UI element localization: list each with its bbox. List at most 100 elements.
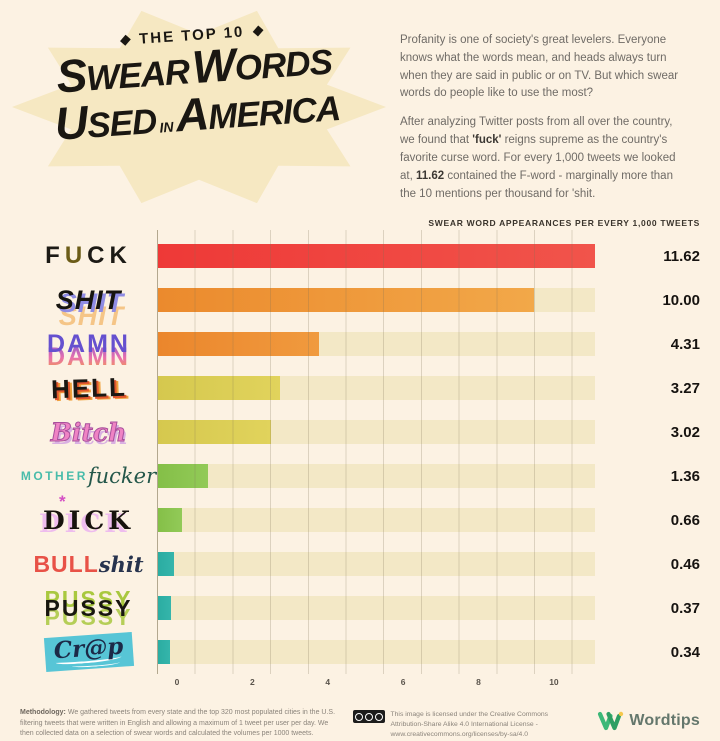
word-label-fuck: FUCK: [45, 242, 132, 270]
bar-fill: [157, 552, 175, 576]
bar-track: [157, 464, 595, 488]
bar-fill: [157, 244, 595, 268]
x-tick-label: 2: [250, 677, 255, 687]
chart-row-bullshit: BULLshit 0.46: [20, 542, 700, 586]
word-label-bitch: Bitch: [50, 417, 127, 447]
sparkle-icon: [120, 34, 132, 46]
bar-track: [157, 332, 595, 356]
bar-value: 3.27: [670, 379, 700, 397]
bar-track: [157, 376, 595, 400]
word-label-shit: SHIT SHIT: [55, 284, 124, 331]
word-label-pussy: PUSSY PUSSY PUSSY: [44, 586, 133, 630]
license-text: This image is licensed under the Creativ…: [390, 711, 549, 739]
bar-value: 0.66: [670, 511, 700, 529]
title-panel: THE TOP 10 SWEAR WORDS USED INAMERICA: [0, 0, 398, 212]
intro-bold-value: 11.62: [415, 169, 445, 182]
bar-track: [157, 420, 595, 444]
chart-row-shit: SHIT SHIT 10.00: [20, 278, 700, 331]
label-text: SHIT: [55, 284, 122, 315]
title-text: W: [190, 38, 237, 94]
word-label-dick: * DICK: [43, 492, 134, 535]
main-title: THE TOP 10 SWEAR WORDS USED INAMERICA: [0, 13, 393, 152]
x-axis: 0 2 4 6 8 10: [174, 674, 615, 692]
label-text: MOTHER: [20, 469, 88, 483]
label-text: U: [64, 242, 88, 269]
word-label-motherfucker: MOTHERfucker: [21, 464, 156, 488]
label-text: DAMN: [47, 329, 130, 358]
bar-value: 11.62: [663, 247, 700, 265]
intro-paragraph-2: After analyzing Twitter posts from all o…: [400, 114, 682, 203]
title-text: IN: [158, 118, 175, 136]
bar-value: 4.31: [670, 335, 700, 353]
intro-paragraph-1: Profanity is one of society's great leve…: [400, 34, 679, 100]
chart-row-damn: DAMN DAMN 4.31: [20, 322, 700, 371]
bar-value: 0.37: [670, 599, 700, 617]
label-text: BULL: [33, 550, 99, 577]
chart-title: SWEAR WORD APPEARANCES PER EVERY 1,000 T…: [428, 218, 700, 228]
creative-commons-badge-icon: [352, 710, 385, 723]
methodology-note: Methodology: We gathered tweets from eve…: [20, 708, 337, 740]
label-text: PUSSY: [44, 594, 133, 621]
chart-row-pussy: PUSSY PUSSY PUSSY 0.37: [20, 586, 701, 630]
x-tick-label: 0: [174, 677, 180, 687]
chart-row-fuck: FUCK 11.62: [20, 234, 700, 278]
sparkle-icon: [252, 25, 264, 37]
x-tick-label: 4: [325, 677, 331, 687]
x-tick-label: 10: [549, 677, 559, 687]
intro-text-run: After analyzing Twitter posts from all o…: [400, 116, 673, 147]
title-text: ORDS: [233, 42, 334, 89]
x-tick-label: 6: [400, 677, 406, 687]
label-text: CK: [87, 242, 132, 269]
methodology-label: Methodology:: [20, 709, 66, 716]
bar-track: [157, 596, 595, 620]
chart-row-motherfucker: MOTHERfucker 1.36: [20, 454, 700, 498]
bar-fill: [157, 376, 281, 400]
chart-row-hell: HELL 3.27: [20, 366, 700, 410]
x-tick-label: 8: [476, 677, 481, 687]
bar-track: [157, 244, 595, 268]
wordtips-logo-text: Wordtips: [629, 711, 700, 729]
bar-value: 0.46: [670, 555, 700, 573]
bar-value: 10.00: [662, 291, 700, 309]
chart-row-dick: * DICK 0.66: [20, 492, 700, 542]
label-text: shit: [98, 551, 144, 577]
wordtips-w-icon: [598, 711, 624, 731]
label-text: DICK: [43, 505, 134, 535]
asterisk-icon: *: [59, 491, 66, 511]
label-text: Cr@p: [52, 632, 124, 665]
bar-track: [157, 552, 595, 576]
license-block: This image is licensed under the Creativ…: [352, 708, 582, 741]
intro-text: Profanity is one of society's great leve…: [398, 0, 700, 212]
bar-value: 3.02: [670, 423, 700, 441]
word-label-damn: DAMN DAMN: [47, 329, 130, 371]
header: THE TOP 10 SWEAR WORDS USED INAMERICA Pro…: [0, 0, 720, 212]
bar-fill: [157, 288, 534, 312]
chart-row-crap: Cr@p 0.34: [20, 630, 700, 674]
bar-value: 0.34: [670, 643, 700, 661]
label-text: F: [45, 242, 65, 269]
word-label-crap: Cr@p: [43, 631, 134, 673]
intro-bold-fuck: 'fuck': [472, 134, 502, 147]
bar-fill: [157, 332, 320, 356]
word-label-bullshit: BULLshit: [33, 551, 143, 578]
bar-fill: [157, 420, 271, 444]
bar-fill: [157, 640, 170, 664]
label-text: fucker: [87, 464, 157, 488]
footer: Methodology: We gathered tweets from eve…: [0, 692, 720, 741]
title-text: SED: [85, 101, 158, 146]
bar-fill: [157, 596, 171, 620]
intro-text-run: contained the F-word - marginally more t…: [400, 169, 673, 200]
bar-chart: SWEAR WORD APPEARANCES PER EVERY 1,000 T…: [0, 212, 720, 692]
title-text: A: [173, 87, 210, 142]
title-text: S: [54, 48, 88, 103]
bar-track: [157, 288, 595, 312]
chart-body: FUCK 11.62 SHIT SHIT 10.00 DAMN DAMN 4.31 …: [20, 230, 701, 674]
bar-fill: [157, 464, 209, 488]
chart-row-bitch: Bitch 3.02: [20, 410, 700, 454]
methodology-text: We gathered tweets from every state and …: [20, 709, 336, 737]
title-text: U: [53, 95, 89, 150]
bar-track: [157, 640, 595, 664]
intro-text-run: reigns supreme as the country's favorite…: [400, 134, 676, 182]
word-label-hell: HELL: [50, 371, 127, 404]
bar-fill: [157, 508, 182, 532]
